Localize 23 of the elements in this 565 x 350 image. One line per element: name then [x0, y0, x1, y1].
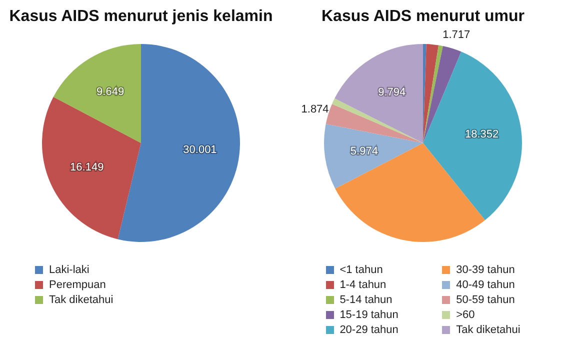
legend-label: Tak diketahui — [455, 322, 520, 337]
legend-label: 5-14 tahun — [338, 292, 394, 307]
legend-label: >60 — [455, 308, 476, 322]
legend-label: <1 tahun — [338, 262, 384, 277]
legend-label: 30-39 tahun — [455, 262, 516, 277]
data-label: 16.149 — [70, 162, 104, 174]
data-label: 1.717 — [442, 29, 470, 42]
legend-label: Laki-laki — [48, 262, 90, 277]
legend-label: 1-4 tahun — [338, 278, 388, 292]
chart-title: Kasus AIDS menurut jenis kelamin — [8, 8, 274, 27]
chart-title: Kasus AIDS menurut umur — [320, 8, 526, 27]
data-label: 5.974 — [350, 145, 378, 158]
legend-label: 50-59 tahun — [455, 292, 516, 307]
legend-label: 40-49 tahun — [455, 278, 516, 292]
data-label: 9.649 — [96, 86, 124, 98]
legend-label: 20-29 tahun — [338, 322, 398, 337]
data-label: 18.352 — [464, 128, 499, 141]
legend-label: Tak diketahui — [48, 292, 114, 307]
data-label: 1.874 — [301, 104, 329, 116]
data-label: 9.794 — [378, 86, 406, 98]
legend-label: 15-19 tahun — [338, 308, 398, 322]
legend-label: Perempuan — [48, 278, 107, 292]
data-label: 30.001 — [183, 144, 217, 156]
